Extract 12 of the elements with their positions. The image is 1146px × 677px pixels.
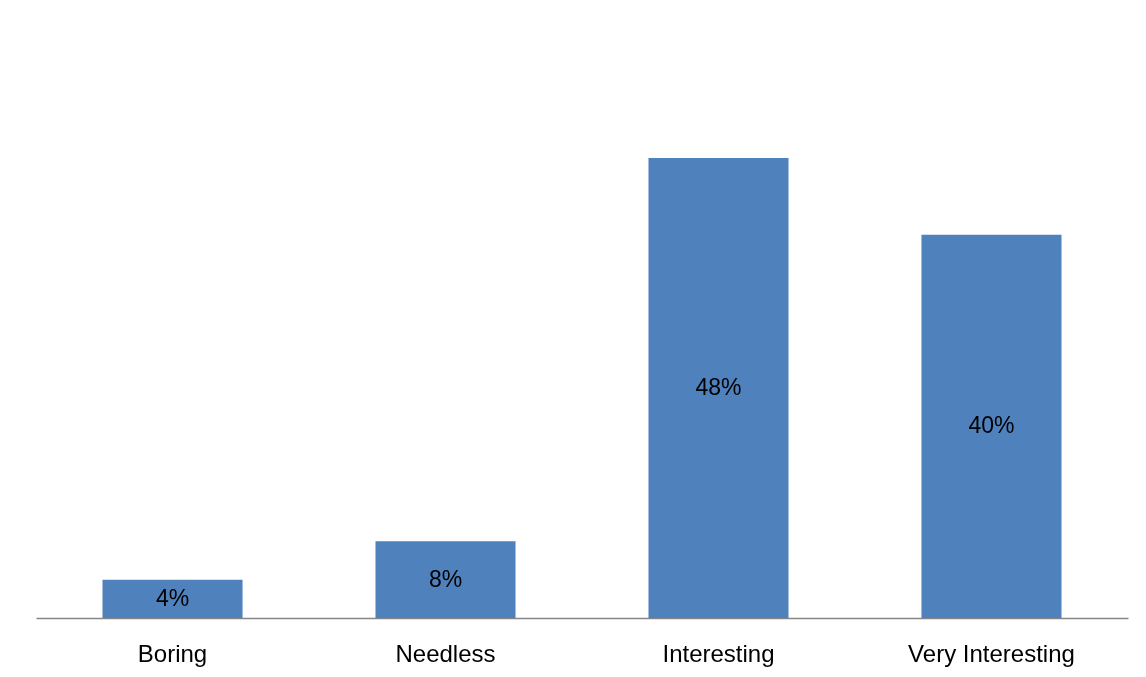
bar xyxy=(102,579,243,618)
x-tick-label: Interesting xyxy=(662,639,775,667)
x-tick-label: Needless xyxy=(395,639,496,667)
data-label: 4% xyxy=(155,584,190,611)
bar xyxy=(375,541,516,618)
x-tick-label: Boring xyxy=(137,639,208,667)
data-label: 40% xyxy=(968,412,1015,439)
data-label: 8% xyxy=(428,565,463,592)
bar xyxy=(648,158,789,618)
bar xyxy=(921,234,1062,618)
data-label: 48% xyxy=(695,374,742,400)
x-tick-label: Very Interesting xyxy=(908,639,1075,667)
